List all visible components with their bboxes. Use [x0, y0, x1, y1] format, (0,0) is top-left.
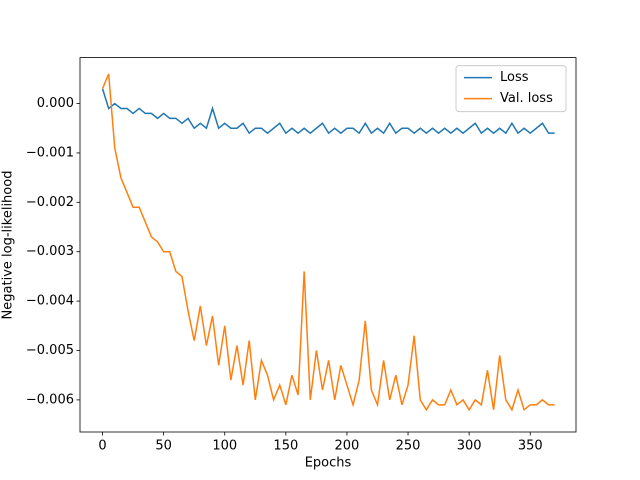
x-tick-label: 200	[335, 439, 360, 454]
legend-label: Loss	[500, 70, 529, 85]
x-tick-label: 100	[212, 439, 237, 454]
x-tick-label: 150	[273, 439, 298, 454]
y-axis-label: Negative log-likelihood	[1, 171, 16, 320]
x-tick-label: 350	[518, 439, 543, 454]
y-tick-label: −0.003	[26, 244, 74, 259]
x-tick-label: 0	[98, 439, 106, 454]
y-tick-label: −0.004	[26, 294, 74, 309]
plot-frame	[79, 57, 577, 433]
y-tick-label: −0.002	[26, 195, 74, 210]
x-tick-label: 250	[396, 439, 421, 454]
line-series	[101, 73, 555, 412]
y-tick-label: 0.000	[37, 96, 74, 111]
x-tick-label: 50	[155, 439, 172, 454]
line-series	[101, 88, 555, 135]
y-tick-label: −0.005	[26, 343, 74, 358]
y-tick-label: −0.001	[26, 145, 74, 160]
legend-label: Val. loss	[500, 91, 553, 106]
x-axis-label: Epochs	[305, 456, 352, 471]
y-tick-label: −0.006	[26, 392, 74, 407]
x-tick-label: 300	[457, 439, 482, 454]
